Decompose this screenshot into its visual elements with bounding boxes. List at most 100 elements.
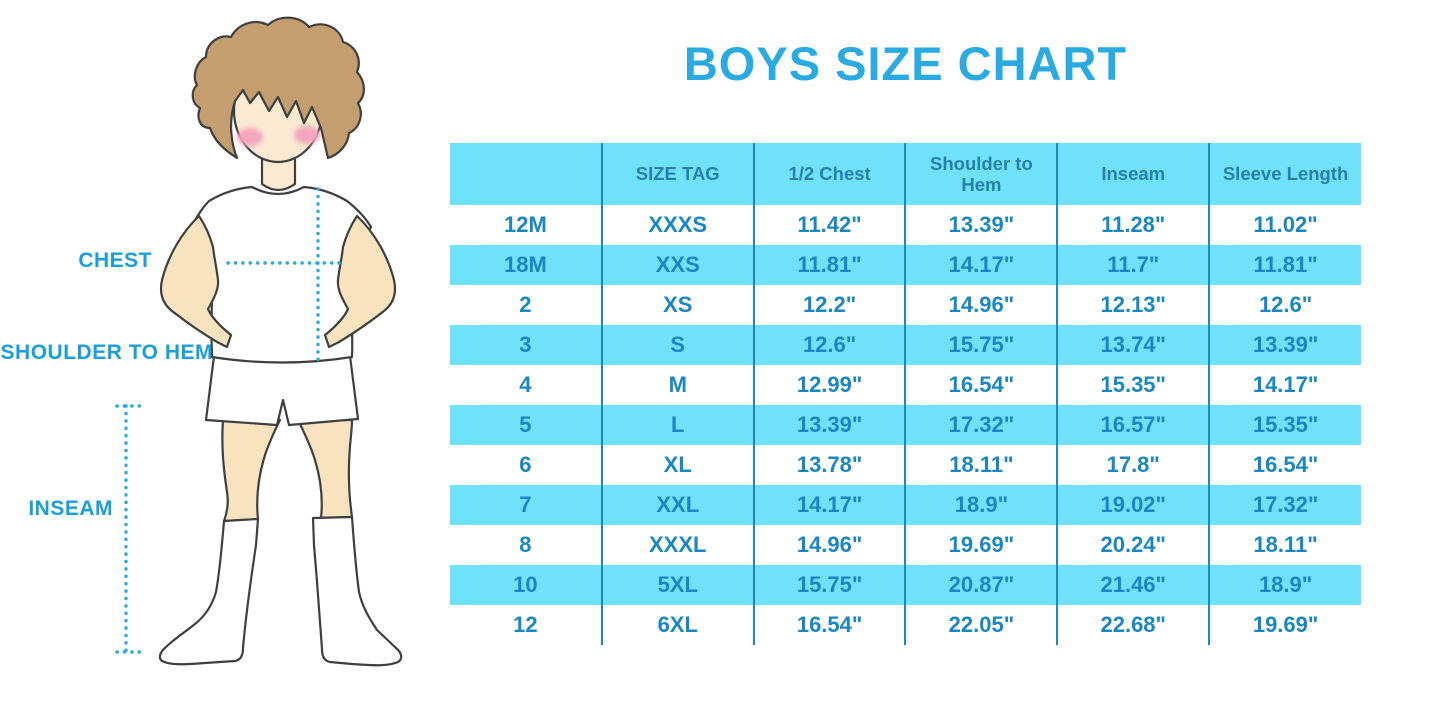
- table-cell: 19.69": [904, 525, 1058, 565]
- table-cell: XXXL: [600, 525, 754, 565]
- table-cell: M: [600, 365, 754, 405]
- table-cell: 11.02": [1208, 205, 1361, 245]
- table-header-cell: Inseam: [1056, 143, 1210, 205]
- table-cell: 14.17": [752, 485, 906, 525]
- table-cell: 18.9": [904, 485, 1058, 525]
- table-cell: 15.35": [1208, 405, 1361, 445]
- table-cell: 20.24": [1056, 525, 1210, 565]
- inseam-label: INSEAM: [28, 497, 113, 520]
- table-cell: 12.99": [752, 365, 906, 405]
- table-cell: 12.6": [1208, 285, 1361, 325]
- table-row: 18M XXS 11.81" 14.17" 11.7" 11.81": [450, 245, 1361, 285]
- table-cell: 17.8": [1056, 445, 1210, 485]
- table-cell: 16.54": [904, 365, 1058, 405]
- table-cell: 17.32": [904, 405, 1058, 445]
- table-cell: 11.81": [752, 245, 906, 285]
- table-cell: 14.17": [1208, 365, 1361, 405]
- table-cell: 4: [519, 372, 532, 397]
- page-title: BOYS SIZE CHART: [683, 37, 1128, 90]
- table-cell: 11.81": [1208, 245, 1361, 285]
- table-header-cell: Sleeve Length: [1208, 143, 1361, 205]
- table-cell: 6XL: [600, 605, 754, 645]
- table-cell: XXXS: [600, 205, 754, 245]
- table-cell: 6: [519, 452, 532, 477]
- table-cell: 15.75": [752, 565, 906, 605]
- table-cell: XXL: [600, 485, 754, 525]
- table-cell: 14.96": [752, 525, 906, 565]
- table-cell: 15.35": [1056, 365, 1210, 405]
- table-cell: 21.46": [1056, 565, 1210, 605]
- table-cell: 8: [519, 532, 532, 557]
- table-cell: 11.7": [1056, 245, 1210, 285]
- table-cell: 16.54": [1208, 445, 1361, 485]
- table-cell: 18.11": [1208, 525, 1361, 565]
- right-arm: [323, 214, 397, 349]
- table-cell: L: [600, 405, 754, 445]
- table-row: 4 M 12.99" 16.54" 15.35" 14.17": [450, 365, 1361, 405]
- table-cell: 14.17": [904, 245, 1058, 285]
- table-cell: 10: [450, 565, 602, 605]
- table-cell: 22.68": [1056, 605, 1210, 645]
- table-cell: 14.96": [904, 285, 1058, 325]
- table-row: 5 L 13.39" 17.32" 16.57" 15.35": [450, 405, 1361, 445]
- size-table-container: SIZE TAG 1/2 Chest Shoulder to Hem Inseam Sl…: [450, 143, 1361, 645]
- table-header-cell: [450, 143, 602, 205]
- shoulder-to-hem-label: SHOULDER TO HEM: [0, 341, 213, 364]
- table-cell: 18.9": [1208, 565, 1361, 605]
- table-cell: 18.11": [904, 445, 1058, 485]
- table-cell: 13.74": [1056, 325, 1210, 365]
- left-sock: [158, 517, 260, 666]
- table-cell: 19.02": [1056, 485, 1210, 525]
- table-cell: 11.42": [752, 205, 906, 245]
- table-header-cell: Shoulder to Hem: [904, 143, 1058, 205]
- table-cell: 12M: [504, 212, 547, 237]
- table-cell: 13.78": [752, 445, 906, 485]
- boy-illustration: [115, 16, 403, 667]
- table-row: 8 XXXL 14.96" 19.69" 20.24" 18.11": [450, 525, 1361, 565]
- table-row: 2 XS 12.2" 14.96" 12.13" 12.6": [450, 285, 1361, 325]
- size-table: SIZE TAG 1/2 Chest Shoulder to Hem Inseam Sl…: [450, 143, 1361, 645]
- hair: [191, 16, 365, 160]
- table-header-cell: SIZE TAG: [600, 143, 754, 205]
- right-sock: [311, 515, 403, 667]
- table-cell: 5: [450, 405, 602, 445]
- table-cell: 17.32": [1208, 485, 1361, 525]
- table-row: 7 XXL 14.17" 18.9" 19.02" 17.32": [450, 485, 1361, 525]
- table-cell: S: [600, 325, 754, 365]
- table-cell: XXS: [600, 245, 754, 285]
- table-row: 6 XL 13.78" 18.11" 17.8" 16.54": [450, 445, 1361, 485]
- table-cell: 16.54": [752, 605, 906, 645]
- table-header-cell: 1/2 Chest: [752, 143, 906, 205]
- table-cell: 7: [450, 485, 602, 525]
- table-cell: 16.57": [1056, 405, 1210, 445]
- table-cell: 22.05": [904, 605, 1058, 645]
- table-cell: 12.13": [1056, 285, 1210, 325]
- table-cell: 13.39": [1208, 325, 1361, 365]
- table-cell: 13.39": [904, 205, 1058, 245]
- table-header-row: SIZE TAG 1/2 Chest Shoulder to Hem Inseam Sl…: [450, 143, 1361, 205]
- chest-label: CHEST: [78, 249, 152, 272]
- table-cell: 19.69": [1208, 605, 1361, 645]
- table-cell: 12.2": [752, 285, 906, 325]
- table-row: 12 6XL 16.54" 22.05" 22.68" 19.69": [450, 605, 1361, 645]
- table-cell: 20.87": [904, 565, 1058, 605]
- table-cell: 18M: [450, 245, 602, 285]
- table-cell: 15.75": [904, 325, 1058, 365]
- table-cell: XS: [600, 285, 754, 325]
- table-cell: 12.6": [752, 325, 906, 365]
- table-cell: 3: [450, 325, 602, 365]
- boy-illustration-panel: CHEST SHOULDER TO HEM INSEAM: [0, 0, 450, 723]
- cheeks: [237, 126, 320, 146]
- left-leg: [221, 418, 282, 523]
- left-arm: [159, 214, 233, 349]
- table-body: 12M XXXS 11.42" 13.39" 11.28" 11.02" 18M XXS 11.…: [450, 205, 1361, 645]
- table-cell: 12: [513, 612, 538, 637]
- table-row: 12M XXXS 11.42" 13.39" 11.28" 11.02": [450, 205, 1361, 245]
- table-cell: 11.28": [1056, 205, 1210, 245]
- shorts: [204, 354, 360, 427]
- table-row: 10 5XL 15.75" 20.87" 21.46" 18.9": [450, 565, 1361, 605]
- table-cell: 2: [519, 292, 532, 317]
- table-row: 3 S 12.6" 15.75" 13.74" 13.39": [450, 325, 1361, 365]
- right-leg: [296, 418, 354, 520]
